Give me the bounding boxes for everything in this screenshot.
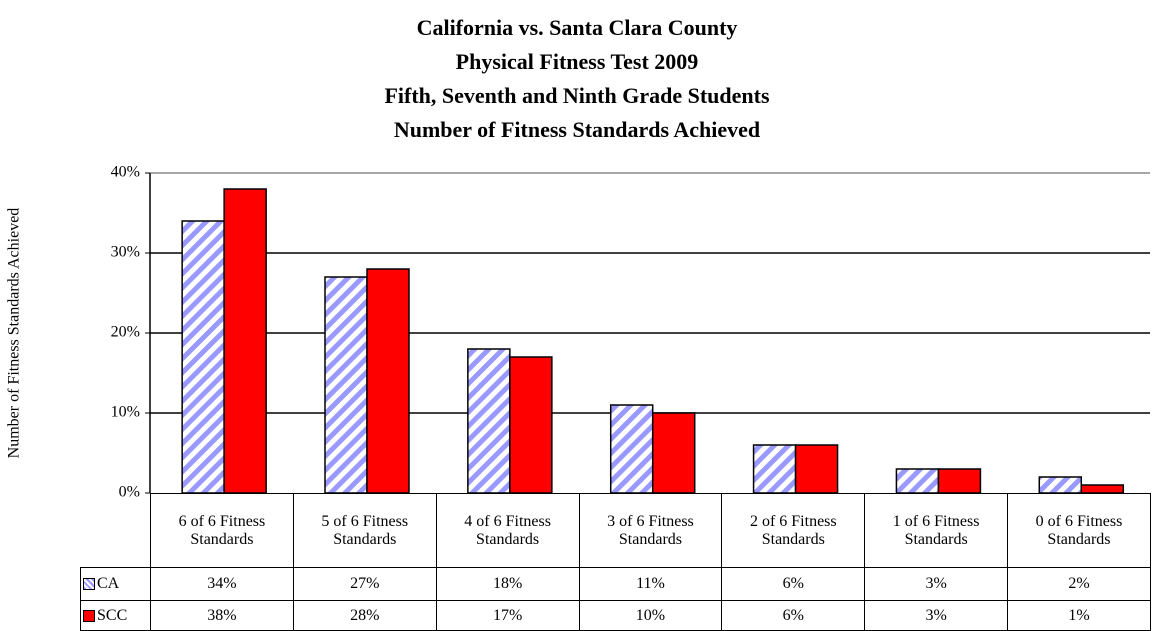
- value-label: 17%: [435, 600, 580, 631]
- category-row: 6 of 6 Fitness Standards 5 of 6 Fitness S…: [80, 493, 1151, 568]
- bar: [223, 188, 267, 494]
- bar: [509, 356, 553, 494]
- x-tick-label: 5 of 6 Fitness Standards: [292, 493, 437, 568]
- bar: [651, 412, 696, 494]
- data-table: 6 of 6 Fitness Standards 5 of 6 Fitness S…: [80, 493, 1151, 631]
- value-label: 6%: [721, 600, 866, 631]
- legend-label: SCC: [97, 606, 128, 624]
- title-line: Number of Fitness Standards Achieved: [394, 117, 760, 142]
- value-label: 6%: [721, 567, 866, 601]
- value-label: 3%: [864, 600, 1009, 631]
- x-tick-label: 4 of 6 Fitness Standards: [435, 493, 580, 568]
- legend-swatch: [83, 578, 95, 591]
- legend-swatch: [83, 609, 95, 622]
- value-label: 1%: [1007, 600, 1151, 631]
- series-row: SCC 38% 28% 17% 10% 6% 3% 1%: [80, 600, 1151, 631]
- value-label: 3%: [864, 567, 1009, 601]
- bar: [1080, 484, 1125, 494]
- chart-title: California vs. Santa Clara County Physica…: [384, 15, 770, 142]
- bar: [937, 468, 982, 494]
- bar: [609, 404, 654, 494]
- y-tick-label: 40%: [111, 164, 140, 181]
- x-tick-label: 3 of 6 Fitness Standards: [578, 493, 723, 568]
- series-row: CA 34% 27% 18% 11% 6% 3% 2%: [80, 567, 1151, 601]
- x-tick-label: 1 of 6 Fitness Standards: [864, 493, 1009, 568]
- y-tick-label: 30%: [111, 244, 140, 261]
- value-label: 11%: [578, 567, 723, 601]
- legend-cell: CA: [80, 567, 151, 601]
- legend-cell: SCC: [80, 600, 151, 631]
- y-tick-label: 20%: [111, 324, 140, 341]
- y-tick-label: 10%: [111, 404, 140, 421]
- value-label: 18%: [435, 567, 580, 601]
- x-tick-label: 6 of 6 Fitness Standards: [150, 493, 294, 568]
- x-tick-label: 0 of 6 Fitness Standards: [1007, 493, 1151, 568]
- value-label: 27%: [292, 567, 437, 601]
- bar: [794, 444, 839, 494]
- title-line: Physical Fitness Test 2009: [456, 49, 699, 74]
- x-tick-label: 2 of 6 Fitness Standards: [721, 493, 866, 568]
- title-line: Fifth, Seventh and Ninth Grade Students: [384, 83, 770, 108]
- legend-label: CA: [97, 575, 120, 592]
- value-label: 10%: [578, 600, 723, 631]
- bar: [467, 348, 511, 494]
- bar: [366, 268, 410, 494]
- bar: [752, 444, 797, 494]
- bar: [895, 468, 940, 494]
- bar: [1038, 476, 1083, 494]
- blank-cell: [80, 493, 151, 568]
- value-label: 34%: [150, 567, 294, 601]
- bar: [181, 220, 225, 494]
- y-axis-label: Number of Fitness Standards Achieved: [6, 208, 23, 459]
- value-label: 28%: [292, 600, 437, 631]
- value-label: 38%: [150, 600, 294, 631]
- title-line: California vs. Santa Clara County: [417, 15, 738, 40]
- value-label: 2%: [1007, 567, 1151, 601]
- bar: [324, 276, 368, 494]
